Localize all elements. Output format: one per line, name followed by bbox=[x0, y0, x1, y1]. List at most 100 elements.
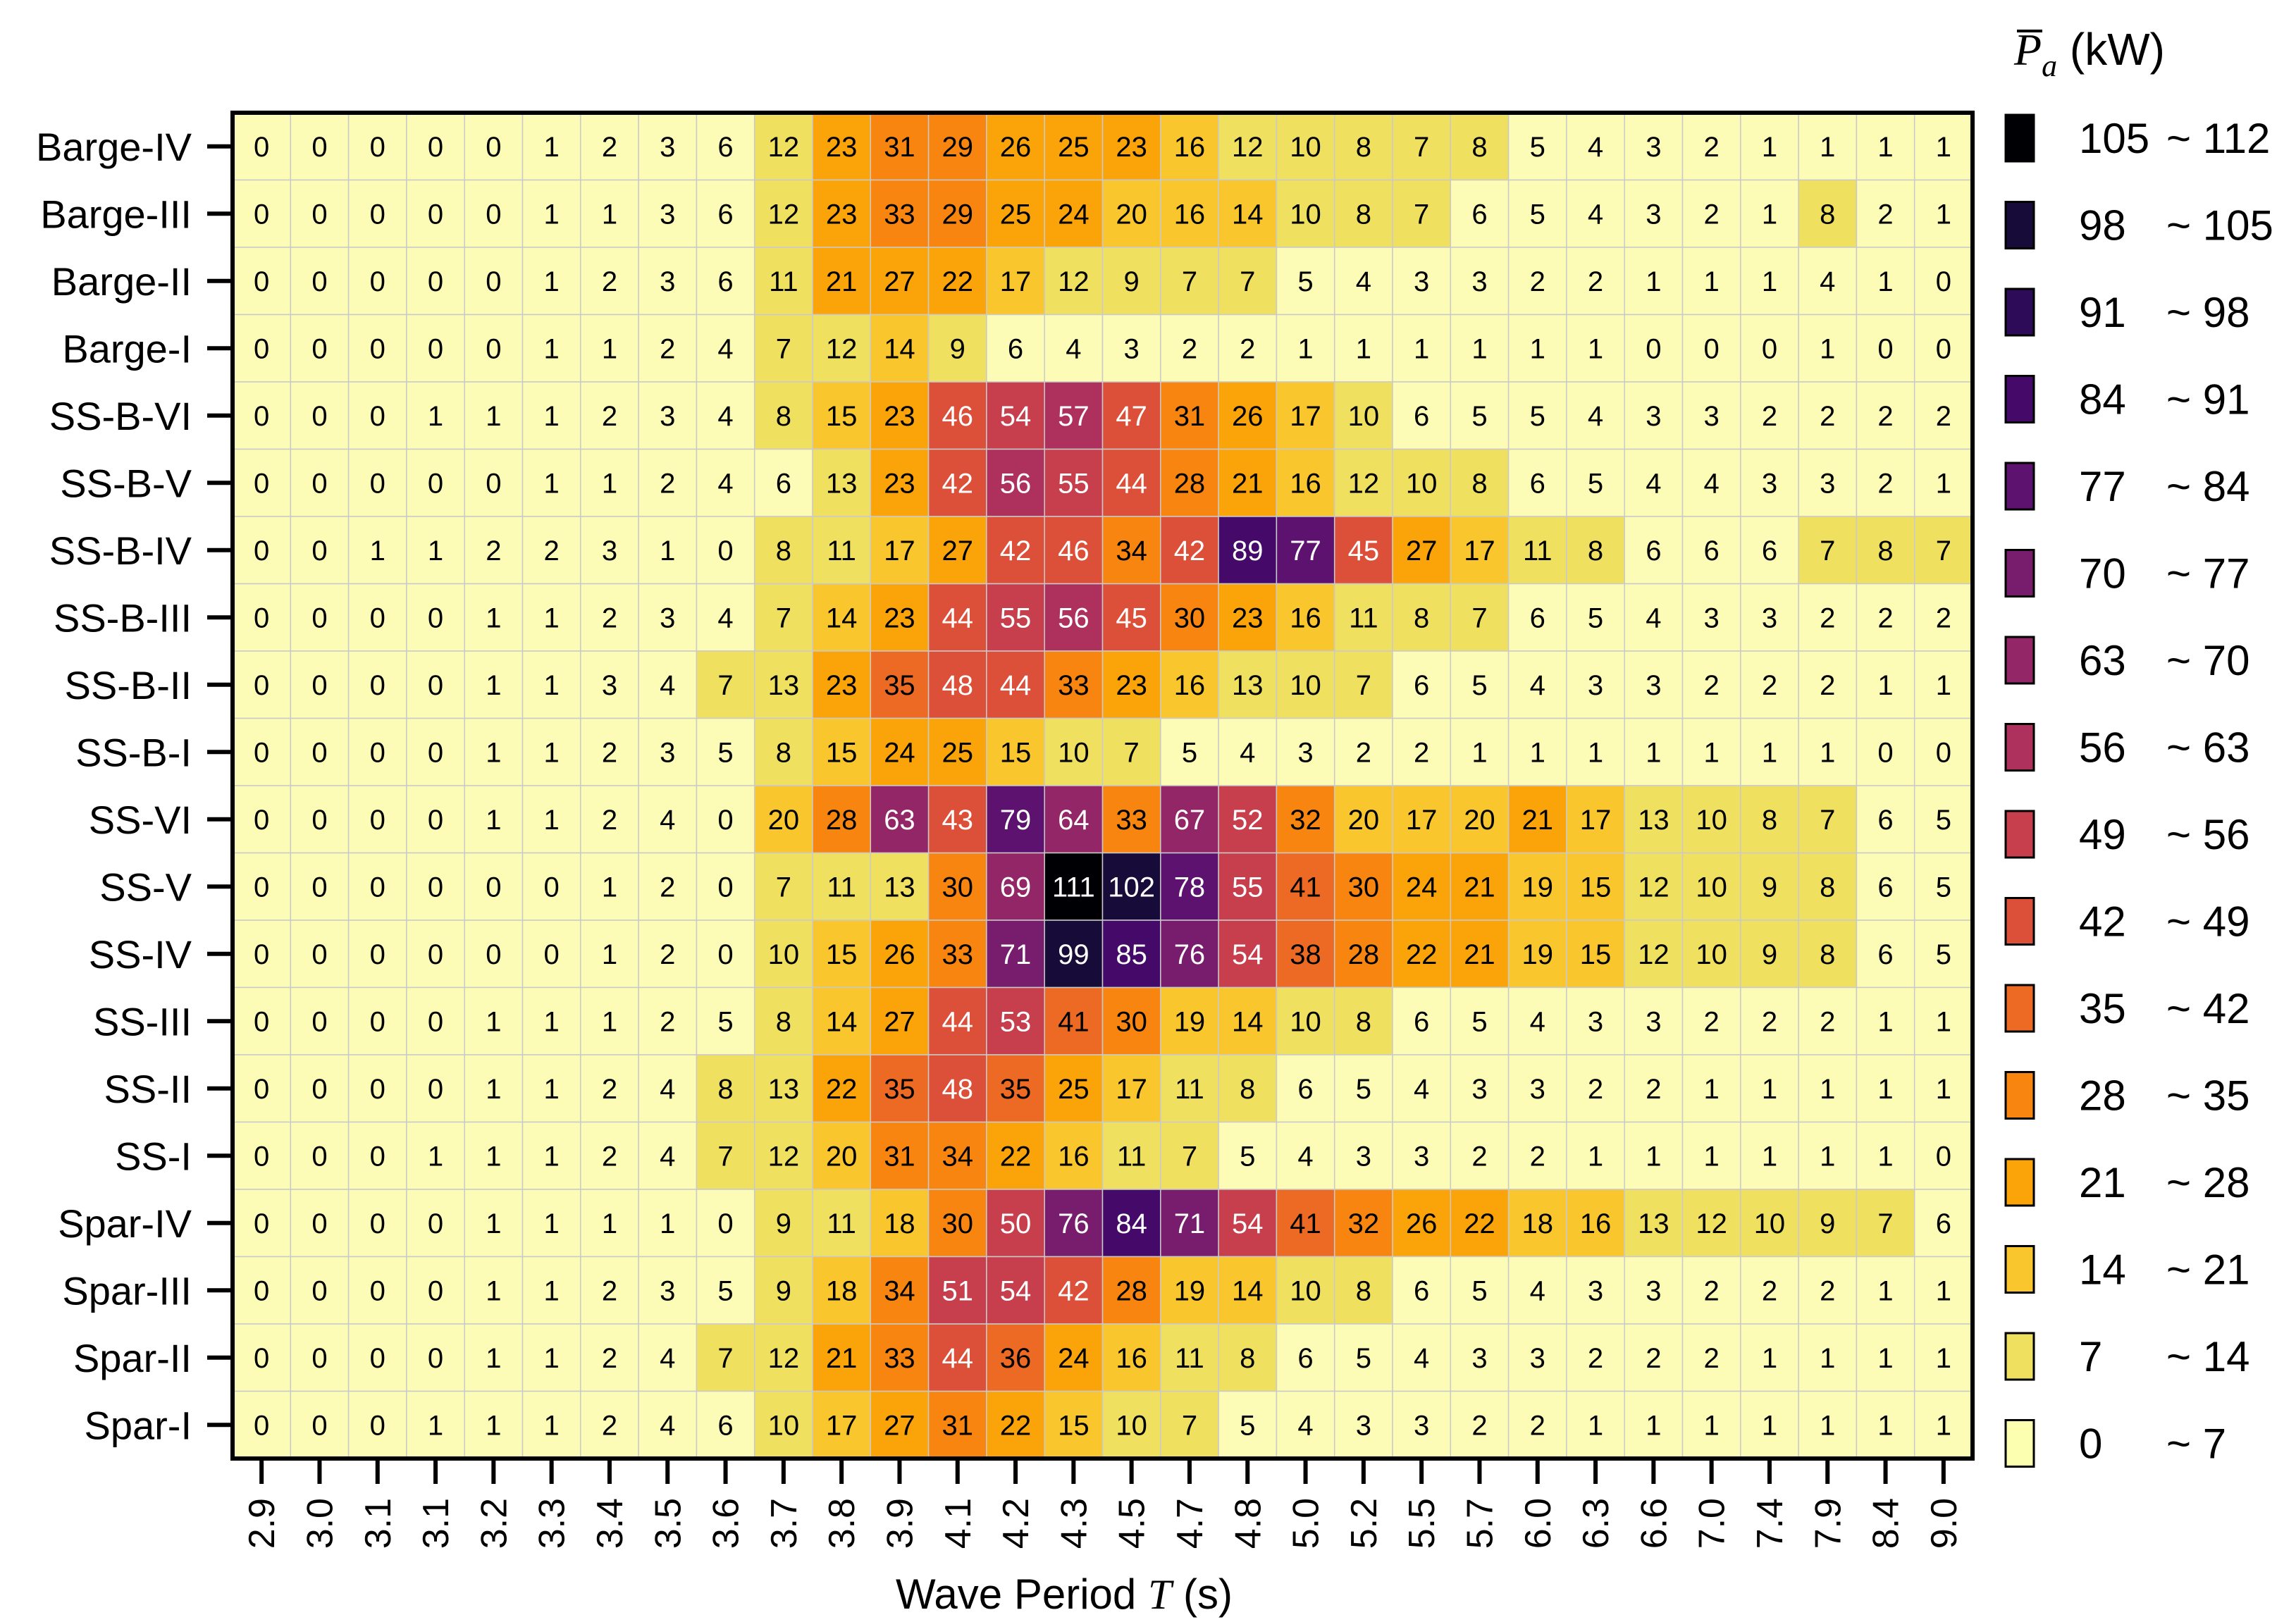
heatmap-cell bbox=[1856, 650, 1915, 719]
heatmap-cell bbox=[1101, 516, 1161, 585]
cell-value-label: 8 bbox=[1877, 535, 1893, 567]
cell-value-label: 2 bbox=[1704, 1343, 1720, 1374]
cell-value-label: 4 bbox=[1356, 266, 1371, 297]
heatmap-cell bbox=[812, 1256, 872, 1325]
heatmap-cell bbox=[1101, 179, 1161, 248]
cell-value-label: 0 bbox=[486, 468, 501, 499]
heatmap-cell bbox=[753, 1256, 813, 1325]
heatmap-cell bbox=[347, 583, 407, 652]
heatmap-cell bbox=[232, 179, 292, 248]
cell-value-label: 2 bbox=[486, 535, 501, 567]
cell-value-label: 54 bbox=[1000, 401, 1032, 432]
cell-value-label: 3 bbox=[1588, 1006, 1603, 1037]
cell-value-label: 44 bbox=[942, 1343, 974, 1374]
heatmap-cell bbox=[1798, 1323, 1858, 1392]
legend-low-label: 63 bbox=[2079, 637, 2126, 684]
heatmap-cell bbox=[753, 717, 813, 786]
cell-value-label: 22 bbox=[826, 1074, 858, 1105]
cell-value-label: 1 bbox=[1936, 1006, 1951, 1037]
cell-value-label: 0 bbox=[254, 535, 269, 567]
cell-value-label: 1 bbox=[602, 1006, 617, 1037]
cell-value-label: 0 bbox=[428, 199, 443, 230]
heatmap-cell bbox=[1276, 1256, 1335, 1325]
cell-value-label: 44 bbox=[1000, 670, 1032, 701]
heatmap-cell bbox=[1740, 448, 1799, 517]
heatmap-cell bbox=[1450, 1256, 1510, 1325]
cell-value-label: 42 bbox=[1058, 1275, 1090, 1306]
cell-value-label: 1 bbox=[1936, 1074, 1951, 1105]
heatmap-cell bbox=[347, 1054, 407, 1123]
cell-value-label: 12 bbox=[1696, 1208, 1727, 1239]
y-tick-label: SS-III bbox=[93, 999, 192, 1044]
heatmap-cell bbox=[1913, 1189, 1973, 1258]
cell-value-label: 4 bbox=[1704, 468, 1720, 499]
cell-value-label: 2 bbox=[544, 535, 560, 567]
heatmap-cell bbox=[1624, 852, 1684, 921]
cell-value-label: 0 bbox=[486, 132, 501, 163]
cell-value-label: 5 bbox=[1471, 401, 1487, 432]
cell-value-label: 1 bbox=[1936, 1410, 1951, 1441]
x-tick-label: 7.0 bbox=[1692, 1498, 1733, 1549]
cell-value-label: 4 bbox=[660, 1074, 675, 1105]
heatmap-cell bbox=[406, 1189, 465, 1258]
heatmap-cell bbox=[1160, 179, 1219, 248]
heatmap-cell bbox=[521, 448, 581, 517]
heatmap-cell bbox=[232, 1121, 292, 1190]
cell-value-label: 55 bbox=[1058, 468, 1090, 499]
cell-value-label: 33 bbox=[884, 1343, 915, 1374]
x-axis-title-part-3: (s) bbox=[1171, 1571, 1233, 1618]
cell-value-label: 31 bbox=[884, 1141, 915, 1172]
cell-value-label: 35 bbox=[884, 1074, 915, 1105]
heatmap-cell bbox=[1856, 583, 1915, 652]
heatmap-cell bbox=[1740, 717, 1799, 786]
cell-value-label: 1 bbox=[428, 1141, 443, 1172]
legend-low-label: 35 bbox=[2079, 985, 2126, 1032]
cell-value-label: 5 bbox=[1471, 670, 1487, 701]
cell-value-label: 14 bbox=[826, 1006, 858, 1037]
heatmap-cell bbox=[1507, 1054, 1567, 1123]
cell-value-label: 4 bbox=[1588, 401, 1603, 432]
cell-value-label: 4 bbox=[1297, 1410, 1313, 1441]
cell-value-label: 6 bbox=[1530, 468, 1545, 499]
heatmap-cell bbox=[1624, 583, 1684, 652]
heatmap-cell bbox=[1798, 1390, 1858, 1459]
cell-value-label: 1 bbox=[544, 1208, 560, 1239]
cell-value-label: 1 bbox=[544, 199, 560, 230]
heatmap-cell bbox=[696, 1256, 755, 1325]
cell-value-label: 15 bbox=[826, 939, 858, 970]
cell-value-label: 0 bbox=[254, 1006, 269, 1037]
cell-value-label: 0 bbox=[428, 468, 443, 499]
cell-value-label: 26 bbox=[1406, 1208, 1438, 1239]
heatmap-cell bbox=[580, 247, 639, 316]
heatmap-cell bbox=[927, 247, 987, 316]
heatmap-cell bbox=[232, 516, 292, 585]
heatmap-cell bbox=[1160, 785, 1219, 854]
heatmap-cell bbox=[927, 448, 987, 517]
heatmap-cell bbox=[1856, 247, 1915, 316]
heatmap-cell bbox=[1798, 986, 1858, 1055]
cell-value-label: 15 bbox=[826, 737, 858, 768]
cell-value-label: 2 bbox=[602, 1343, 617, 1374]
heatmap-cell bbox=[406, 448, 465, 517]
cell-value-label: 35 bbox=[1000, 1074, 1032, 1105]
cell-value-label: 13 bbox=[768, 670, 800, 701]
heatmap-cell bbox=[1333, 1054, 1393, 1123]
x-tick-label: 5.2 bbox=[1344, 1498, 1385, 1549]
cell-value-label: 7 bbox=[776, 872, 791, 903]
heatmap-cell bbox=[753, 583, 813, 652]
cell-value-label: 8 bbox=[1471, 132, 1487, 163]
heatmap-cell bbox=[1740, 583, 1799, 652]
heatmap-cell bbox=[1160, 448, 1219, 517]
cell-value-label: 45 bbox=[1116, 602, 1147, 633]
cell-value-label: 6 bbox=[1008, 333, 1023, 364]
cell-value-label: 10 bbox=[1696, 805, 1727, 836]
x-tick-label: 3.1 bbox=[358, 1498, 399, 1549]
cell-value-label: 32 bbox=[1348, 1208, 1380, 1239]
legend-swatch bbox=[2004, 636, 2035, 685]
cell-value-label: 1 bbox=[1877, 1141, 1893, 1172]
cell-value-label: 0 bbox=[370, 805, 385, 836]
cell-value-label: 33 bbox=[942, 939, 974, 970]
cell-value-label: 10 bbox=[1348, 401, 1380, 432]
cell-value-label: 0 bbox=[1936, 737, 1951, 768]
cell-value-label: 52 bbox=[1232, 805, 1264, 836]
